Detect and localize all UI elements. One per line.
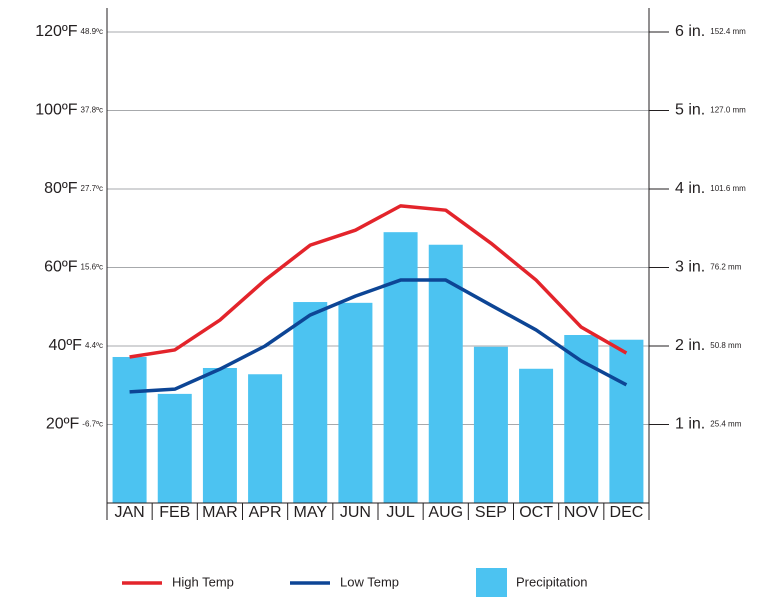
bar [383, 232, 418, 504]
y-tick-sub: 27.7ºc [81, 184, 104, 193]
bar [248, 374, 283, 503]
y2-tick-main: 4 in. [675, 180, 705, 197]
x-tick-label: OCT [519, 504, 553, 521]
y-tick-main: 120ºF [35, 23, 78, 40]
y2-tick-main: 3 in. [675, 259, 705, 276]
y2-tick-label: 6 in. 152.4 mm [675, 23, 746, 40]
y2-tick-label: 3 in. 76.2 mm [675, 259, 742, 276]
bar [564, 335, 599, 503]
legend-label: High Temp [172, 574, 234, 589]
x-tick-label: SEP [475, 504, 507, 521]
bar [202, 367, 237, 503]
y2-tick-sub: 25.4 mm [710, 420, 741, 429]
y-tick-main: 100ºF [35, 102, 78, 119]
x-tick-label: DEC [610, 504, 644, 521]
bar [338, 302, 373, 503]
x-tick-label: JUL [386, 504, 415, 521]
legend-swatch [476, 568, 507, 597]
line-series [129, 278, 628, 394]
x-tick-label: AUG [428, 504, 463, 521]
y-tick-label: 60ºF 15.6ºc [44, 259, 103, 276]
bar [609, 339, 644, 503]
y-tick-label: 100ºF 37.8ºc [35, 102, 103, 119]
y2-tick-main: 5 in. [675, 102, 705, 119]
y2-tick-label: 1 in. 25.4 mm [675, 416, 742, 433]
x-tick-label: NOV [564, 504, 599, 521]
legend-label: Precipitation [516, 574, 588, 589]
line-series [129, 204, 628, 359]
x-tick-label: APR [249, 504, 282, 521]
y-tick-sub: 48.9ºc [81, 27, 104, 36]
y2-tick-main: 6 in. [675, 23, 705, 40]
y-tick-main: 80ºF [44, 180, 78, 197]
y-tick-sub: 37.8ºc [81, 106, 104, 115]
bar [519, 368, 554, 503]
y-tick-main: 20ºF [46, 416, 80, 433]
x-tick-label: JAN [114, 504, 144, 521]
x-tick-label: MAY [294, 504, 328, 521]
y-tick-label: 20ºF -6.7ºc [46, 416, 103, 433]
y2-tick-main: 1 in. [675, 416, 705, 433]
y-tick-label: 40ºF 4.4ºc [49, 337, 103, 354]
bar [428, 244, 463, 504]
y-tick-label: 80ºF 27.7ºc [44, 180, 103, 197]
y2-tick-sub: 127.0 mm [710, 106, 746, 115]
y2-tick-sub: 101.6 mm [710, 184, 746, 193]
y2-tick-main: 2 in. [675, 337, 705, 354]
y-tick-label: 120ºF 48.9ºc [35, 23, 103, 40]
legend-label: Low Temp [340, 574, 399, 589]
y2-tick-label: 5 in. 127.0 mm [675, 102, 746, 119]
y-tick-sub: -6.7ºc [82, 420, 103, 429]
y-tick-sub: 15.6ºc [81, 263, 104, 272]
y2-tick-sub: 50.8 mm [710, 341, 741, 350]
y-tick-main: 40ºF [49, 337, 83, 354]
bar [112, 356, 147, 503]
x-tick-label: MAR [202, 504, 238, 521]
y-tick-main: 60ºF [44, 259, 78, 276]
x-tick-label: JUN [340, 504, 371, 521]
y2-tick-label: 2 in. 50.8 mm [675, 337, 742, 354]
y-tick-sub: 4.4ºc [85, 341, 103, 350]
y2-tick-label: 4 in. 101.6 mm [675, 180, 746, 197]
bar [473, 346, 508, 503]
x-tick-label: FEB [159, 504, 190, 521]
bar [293, 302, 328, 503]
bar [157, 393, 192, 503]
y2-tick-sub: 152.4 mm [710, 27, 746, 36]
y2-tick-sub: 76.2 mm [710, 263, 741, 272]
